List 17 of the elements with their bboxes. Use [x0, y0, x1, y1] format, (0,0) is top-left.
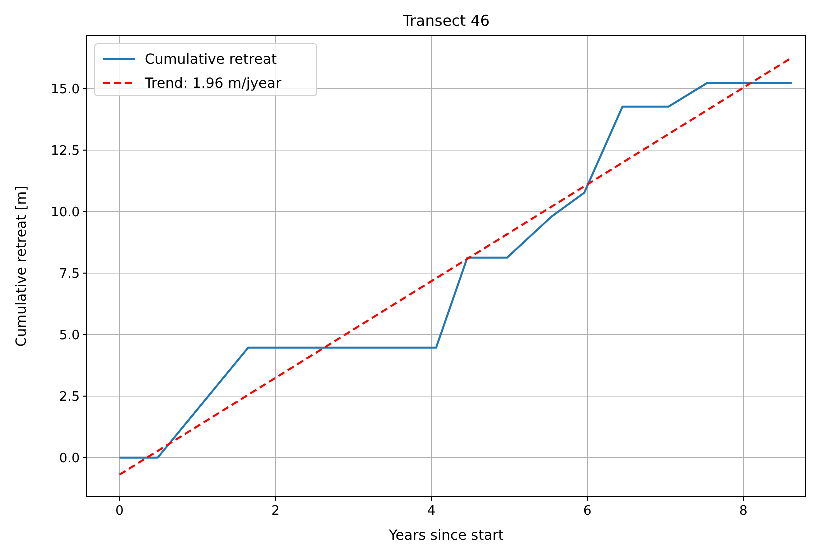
- chart-title: Transect 46: [402, 12, 490, 30]
- legend-label: Cumulative retreat: [145, 52, 278, 68]
- y-tick-label: 10.0: [51, 205, 80, 220]
- legend-label: Trend: 1.96 m/jyear: [144, 76, 282, 92]
- y-tick-label: 0.0: [59, 451, 80, 466]
- x-tick-label: 6: [584, 504, 592, 519]
- y-tick-label: 7.5: [59, 266, 80, 282]
- y-tick-label: 2.5: [59, 390, 80, 405]
- x-axis-title: Years since start: [388, 528, 504, 544]
- x-tick-label: 2: [272, 504, 280, 519]
- y-axis-title: Cumulative retreat [m]: [14, 186, 30, 348]
- x-tick-label: 8: [739, 504, 748, 519]
- x-tick-label: 4: [428, 504, 436, 519]
- x-tick-label: 0: [116, 504, 124, 519]
- y-tick-label: 5.0: [59, 328, 80, 344]
- y-tick-label: 12.5: [51, 144, 80, 159]
- y-tick-label: 15.0: [51, 82, 80, 98]
